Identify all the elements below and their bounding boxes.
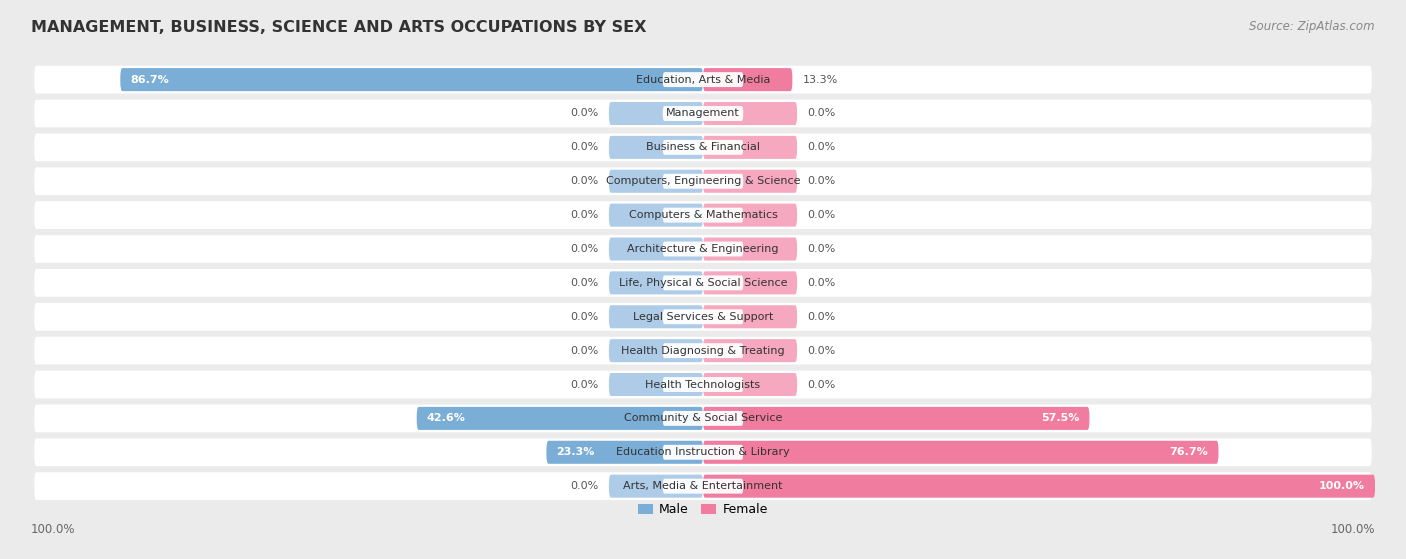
Text: 0.0%: 0.0% bbox=[571, 210, 599, 220]
FancyBboxPatch shape bbox=[34, 269, 1372, 297]
FancyBboxPatch shape bbox=[34, 303, 1372, 331]
Text: 0.0%: 0.0% bbox=[571, 278, 599, 288]
Text: Arts, Media & Entertainment: Arts, Media & Entertainment bbox=[623, 481, 783, 491]
Text: 0.0%: 0.0% bbox=[807, 244, 835, 254]
FancyBboxPatch shape bbox=[703, 102, 797, 125]
Text: 100.0%: 100.0% bbox=[31, 523, 76, 536]
FancyBboxPatch shape bbox=[703, 475, 1375, 498]
Text: 0.0%: 0.0% bbox=[571, 345, 599, 356]
FancyBboxPatch shape bbox=[662, 174, 744, 189]
Text: Health Technologists: Health Technologists bbox=[645, 380, 761, 390]
FancyBboxPatch shape bbox=[609, 339, 703, 362]
FancyBboxPatch shape bbox=[703, 407, 1090, 430]
FancyBboxPatch shape bbox=[34, 438, 1372, 466]
Text: MANAGEMENT, BUSINESS, SCIENCE AND ARTS OCCUPATIONS BY SEX: MANAGEMENT, BUSINESS, SCIENCE AND ARTS O… bbox=[31, 20, 647, 35]
FancyBboxPatch shape bbox=[662, 309, 744, 324]
FancyBboxPatch shape bbox=[662, 479, 744, 494]
FancyBboxPatch shape bbox=[703, 271, 797, 295]
FancyBboxPatch shape bbox=[609, 373, 703, 396]
FancyBboxPatch shape bbox=[34, 371, 1372, 399]
FancyBboxPatch shape bbox=[609, 170, 703, 193]
FancyBboxPatch shape bbox=[34, 235, 1372, 263]
Text: 0.0%: 0.0% bbox=[807, 380, 835, 390]
Text: Management: Management bbox=[666, 108, 740, 119]
Text: 0.0%: 0.0% bbox=[571, 108, 599, 119]
Text: Education, Arts & Media: Education, Arts & Media bbox=[636, 74, 770, 84]
FancyBboxPatch shape bbox=[662, 72, 744, 87]
FancyBboxPatch shape bbox=[34, 167, 1372, 195]
FancyBboxPatch shape bbox=[703, 440, 1219, 464]
FancyBboxPatch shape bbox=[662, 377, 744, 392]
FancyBboxPatch shape bbox=[547, 440, 703, 464]
FancyBboxPatch shape bbox=[662, 276, 744, 290]
FancyBboxPatch shape bbox=[609, 475, 703, 498]
FancyBboxPatch shape bbox=[34, 472, 1372, 500]
Legend: Male, Female: Male, Female bbox=[633, 499, 773, 522]
Text: Architecture & Engineering: Architecture & Engineering bbox=[627, 244, 779, 254]
FancyBboxPatch shape bbox=[609, 102, 703, 125]
FancyBboxPatch shape bbox=[703, 136, 797, 159]
Text: Source: ZipAtlas.com: Source: ZipAtlas.com bbox=[1250, 20, 1375, 32]
FancyBboxPatch shape bbox=[662, 241, 744, 257]
FancyBboxPatch shape bbox=[703, 203, 797, 226]
Text: 0.0%: 0.0% bbox=[807, 278, 835, 288]
Text: 86.7%: 86.7% bbox=[131, 74, 169, 84]
Text: Computers, Engineering & Science: Computers, Engineering & Science bbox=[606, 176, 800, 186]
Text: 0.0%: 0.0% bbox=[571, 143, 599, 153]
Text: 0.0%: 0.0% bbox=[571, 380, 599, 390]
Text: 42.6%: 42.6% bbox=[427, 414, 465, 423]
FancyBboxPatch shape bbox=[703, 373, 797, 396]
Text: 13.3%: 13.3% bbox=[803, 74, 838, 84]
FancyBboxPatch shape bbox=[662, 208, 744, 222]
FancyBboxPatch shape bbox=[34, 66, 1372, 93]
Text: 0.0%: 0.0% bbox=[571, 176, 599, 186]
Text: 0.0%: 0.0% bbox=[807, 143, 835, 153]
Text: 23.3%: 23.3% bbox=[557, 447, 595, 457]
FancyBboxPatch shape bbox=[703, 238, 797, 260]
Text: 76.7%: 76.7% bbox=[1170, 447, 1208, 457]
Text: 0.0%: 0.0% bbox=[571, 481, 599, 491]
FancyBboxPatch shape bbox=[703, 339, 797, 362]
Text: Computers & Mathematics: Computers & Mathematics bbox=[628, 210, 778, 220]
FancyBboxPatch shape bbox=[662, 106, 744, 121]
FancyBboxPatch shape bbox=[34, 337, 1372, 364]
Text: 57.5%: 57.5% bbox=[1040, 414, 1080, 423]
Text: Business & Financial: Business & Financial bbox=[645, 143, 761, 153]
FancyBboxPatch shape bbox=[609, 136, 703, 159]
Text: 100.0%: 100.0% bbox=[1330, 523, 1375, 536]
Text: 0.0%: 0.0% bbox=[807, 210, 835, 220]
Text: 0.0%: 0.0% bbox=[807, 312, 835, 322]
Text: Health Diagnosing & Treating: Health Diagnosing & Treating bbox=[621, 345, 785, 356]
FancyBboxPatch shape bbox=[34, 201, 1372, 229]
FancyBboxPatch shape bbox=[609, 238, 703, 260]
FancyBboxPatch shape bbox=[609, 271, 703, 295]
FancyBboxPatch shape bbox=[609, 305, 703, 328]
Text: 0.0%: 0.0% bbox=[807, 176, 835, 186]
FancyBboxPatch shape bbox=[416, 407, 703, 430]
FancyBboxPatch shape bbox=[662, 343, 744, 358]
Text: Community & Social Service: Community & Social Service bbox=[624, 414, 782, 423]
Text: 0.0%: 0.0% bbox=[807, 108, 835, 119]
FancyBboxPatch shape bbox=[662, 411, 744, 426]
FancyBboxPatch shape bbox=[34, 100, 1372, 127]
FancyBboxPatch shape bbox=[703, 68, 793, 91]
FancyBboxPatch shape bbox=[609, 203, 703, 226]
FancyBboxPatch shape bbox=[662, 140, 744, 155]
FancyBboxPatch shape bbox=[34, 134, 1372, 161]
FancyBboxPatch shape bbox=[34, 405, 1372, 432]
Text: 100.0%: 100.0% bbox=[1319, 481, 1365, 491]
Text: 0.0%: 0.0% bbox=[571, 312, 599, 322]
FancyBboxPatch shape bbox=[121, 68, 703, 91]
Text: 0.0%: 0.0% bbox=[571, 244, 599, 254]
Text: Legal Services & Support: Legal Services & Support bbox=[633, 312, 773, 322]
Text: 0.0%: 0.0% bbox=[807, 345, 835, 356]
FancyBboxPatch shape bbox=[662, 445, 744, 459]
FancyBboxPatch shape bbox=[703, 170, 797, 193]
FancyBboxPatch shape bbox=[703, 305, 797, 328]
Text: Education Instruction & Library: Education Instruction & Library bbox=[616, 447, 790, 457]
Text: Life, Physical & Social Science: Life, Physical & Social Science bbox=[619, 278, 787, 288]
